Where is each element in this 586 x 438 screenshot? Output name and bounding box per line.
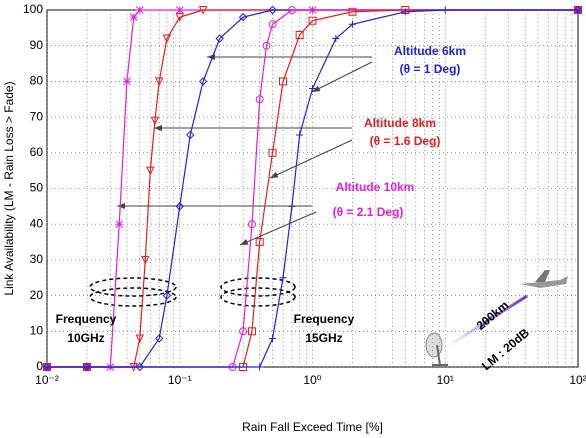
annotation: (θ = 1 Deg) <box>400 62 461 76</box>
marker <box>401 8 409 16</box>
marker <box>215 34 224 43</box>
marker <box>198 77 208 86</box>
marker <box>135 334 145 344</box>
marker <box>238 12 248 22</box>
annotation: (θ = 2.1 Deg) <box>333 205 404 219</box>
marker <box>129 13 138 21</box>
marker <box>239 327 248 336</box>
marker <box>175 13 185 22</box>
y-tick-label: 60 <box>30 145 44 159</box>
marker <box>287 6 296 14</box>
annotation: 10GHz <box>67 331 104 345</box>
annotation: (θ = 1.6 Deg) <box>370 134 441 148</box>
y-tick-label: 40 <box>30 216 44 230</box>
y-tick-label: 90 <box>30 38 44 52</box>
marker <box>175 202 184 211</box>
y-tick-label: 100 <box>23 2 43 16</box>
y-tick-label: 30 <box>30 252 44 266</box>
y-tick-label: 70 <box>30 109 44 123</box>
annotation: Altitude 10km <box>336 180 415 194</box>
marker <box>43 363 51 371</box>
y-tick-label: 80 <box>30 74 44 88</box>
x-tick-label: 10² <box>569 373 586 387</box>
x-tick-label: 10⁻² <box>35 373 59 387</box>
marker <box>255 95 264 104</box>
marker <box>295 30 304 39</box>
marker <box>348 20 356 28</box>
marker <box>140 255 150 265</box>
marker <box>296 131 304 139</box>
marker <box>269 334 277 342</box>
x-tick-label: 10⁻¹ <box>168 373 192 387</box>
marker <box>154 77 164 87</box>
marker <box>308 16 317 25</box>
marker <box>441 6 449 14</box>
y-tick-label: 0 <box>36 359 43 373</box>
marker <box>162 291 172 300</box>
y-tick-label: 50 <box>30 181 44 195</box>
marker <box>83 363 91 371</box>
marker <box>175 6 184 14</box>
marker <box>268 148 277 157</box>
annotation: Frequency <box>294 312 355 326</box>
ellipses <box>89 277 296 307</box>
marker <box>288 202 296 210</box>
x-tick-label: 10⁰ <box>303 373 321 387</box>
marker <box>145 166 155 176</box>
marker <box>279 77 288 86</box>
marker <box>332 35 340 43</box>
marker <box>247 220 256 229</box>
marker <box>135 362 144 372</box>
marker <box>186 130 195 140</box>
annotation: Altitude 8km <box>364 116 436 130</box>
marker <box>309 85 316 93</box>
marker <box>135 6 144 14</box>
marker <box>150 116 160 126</box>
marker <box>123 77 131 86</box>
marker <box>574 6 582 14</box>
marker <box>247 327 256 336</box>
marker <box>198 6 208 15</box>
marker <box>262 41 271 50</box>
marker <box>115 220 124 229</box>
icons <box>425 270 568 366</box>
x-axis-label: Rain Fall Exceed Time [%] <box>242 420 383 434</box>
marker <box>255 238 264 247</box>
annotation: 15GHz <box>305 331 342 345</box>
marker <box>279 274 287 282</box>
marker <box>154 334 164 343</box>
y-tick-label: 10 <box>30 323 44 337</box>
marker <box>256 363 264 371</box>
annotation: Altitude 6km <box>394 44 466 58</box>
arrows <box>117 54 373 246</box>
y-tick-label: 20 <box>30 288 44 302</box>
marker <box>268 5 277 15</box>
y-axis-label: Link Availability (LM - Rain Loss > Fade… <box>2 81 16 295</box>
x-tick-label: 10¹ <box>437 373 454 387</box>
annotation: Frequency <box>56 312 117 326</box>
marker <box>268 20 277 29</box>
marker <box>162 34 172 44</box>
marker <box>348 7 357 16</box>
